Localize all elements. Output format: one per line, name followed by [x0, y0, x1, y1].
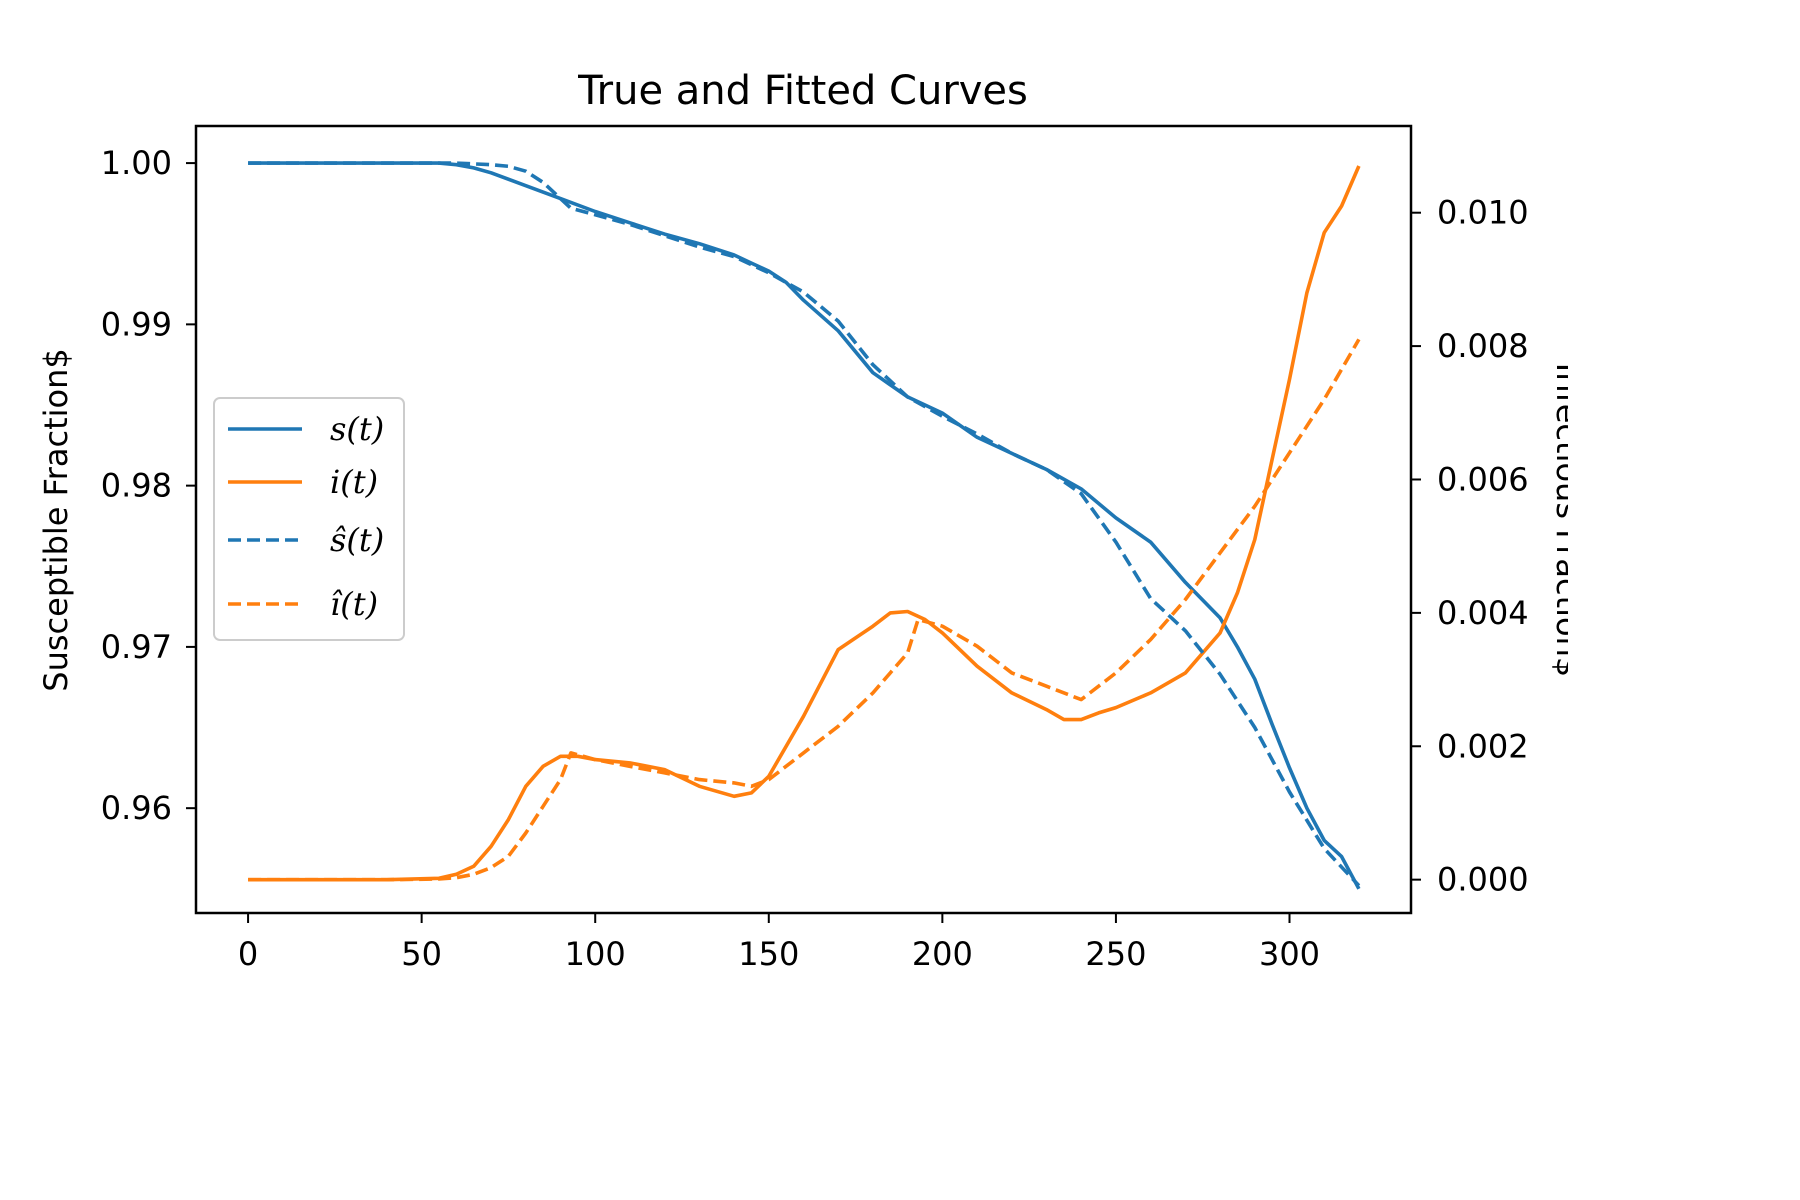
x-tick-label: 250	[1085, 935, 1146, 973]
legend-label: î(t)	[330, 585, 378, 623]
legend: s(t) i(t) ŝ(t) î(t)	[213, 397, 405, 641]
y-axis-left-label: Susceptible Fraction$	[37, 348, 75, 691]
x-tick-label: 50	[401, 935, 442, 973]
x-axis: 0 50 100 150 200 250 300	[238, 913, 1320, 973]
y-right-tick-label: 0.004	[1437, 594, 1529, 632]
legend-label: i(t)	[330, 463, 378, 501]
series-line-2	[248, 161, 1361, 887]
legend-box	[213, 397, 405, 641]
y-axis-left: 0.96 0.97 0.98 0.99 1.00	[101, 144, 196, 827]
x-tick-label: 150	[738, 935, 799, 973]
legend-label: s(t)	[330, 410, 384, 448]
y-axis-right-label: Infectious Fraction$	[1549, 363, 1568, 678]
y-left-tick-label: 0.99	[101, 305, 172, 343]
y-left-tick-label: 0.98	[101, 467, 172, 505]
y-left-tick-label: 1.00	[101, 144, 172, 182]
x-tick-label: 100	[565, 935, 626, 973]
chart-container: True and Fitted Curves 0 50 100 150 200 250 30…	[37, 68, 1568, 973]
y-axis-right: 0.000 0.002 0.004 0.006 0.008 0.010	[1411, 194, 1529, 899]
y-right-tick-label: 0.006	[1437, 460, 1529, 498]
y-right-tick-label: 0.010	[1437, 194, 1529, 232]
y-left-tick-label: 0.97	[101, 628, 172, 666]
y-right-tick-label: 0.000	[1437, 861, 1529, 899]
series-lines	[248, 161, 1361, 890]
plot-frame	[194, 124, 1413, 915]
x-tick-label: 0	[238, 935, 258, 973]
y-left-tick-label: 0.96	[101, 789, 172, 827]
series-line-0	[248, 161, 1361, 890]
y-right-tick-label: 0.002	[1437, 727, 1529, 765]
legend-label: ŝ(t)	[330, 521, 384, 559]
x-tick-label: 200	[912, 935, 973, 973]
chart-title: True and Fitted Curves	[577, 68, 1028, 114]
series-line-1	[248, 165, 1361, 882]
x-tick-label: 300	[1259, 935, 1320, 973]
y-right-tick-label: 0.008	[1437, 327, 1529, 365]
dual-axis-line-chart: True and Fitted Curves 0 50 100 150 200 250 30…	[37, 68, 1568, 973]
series-line-3	[248, 338, 1361, 882]
